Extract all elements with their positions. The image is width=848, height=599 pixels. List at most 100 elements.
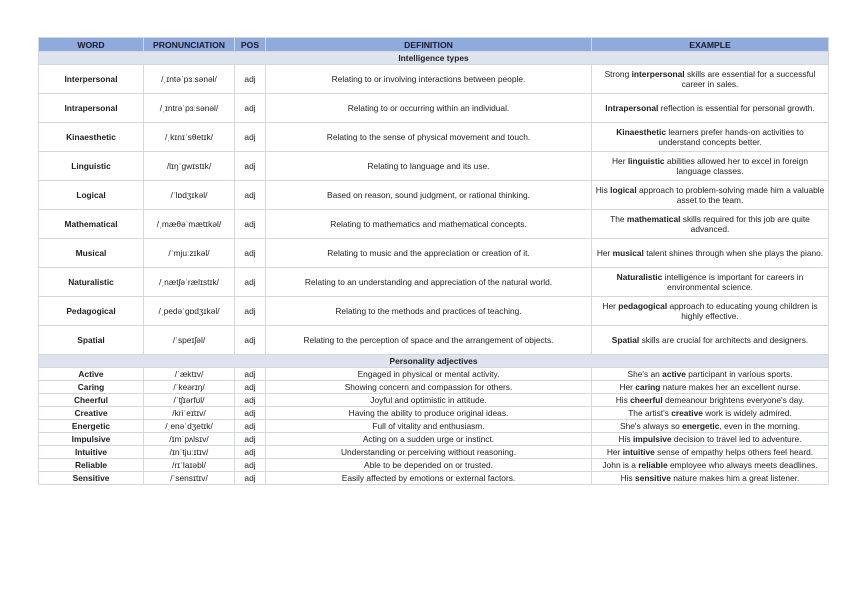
- example-text: skills required for this job are quite a…: [680, 214, 810, 234]
- example-text: abilities allowed her to excel in foreig…: [664, 156, 808, 176]
- example-text: approach to educating young children is …: [667, 301, 818, 321]
- example-text: His: [618, 434, 633, 444]
- pronunciation: /ˌpedəˈɡɒdʒɪkəl/: [143, 296, 235, 326]
- word-row: Spatial/ˈspeɪʃəl/adj Relating to the perc…: [38, 325, 829, 355]
- word-row: Interpersonal/ˌɪntəˈpɜːsənəl/adj Relating…: [38, 64, 829, 94]
- example-keyword: Intrapersonal: [605, 103, 659, 113]
- part-of-speech: adj: [234, 64, 266, 94]
- pronunciation: /ˈkeərɪŋ/: [143, 380, 235, 394]
- word: Intuitive: [38, 445, 144, 459]
- example-text: She's an: [627, 369, 663, 379]
- word: Interpersonal: [38, 64, 144, 94]
- example-keyword: intuitive: [622, 447, 655, 457]
- example-keyword: Naturalistic: [616, 272, 663, 282]
- example-keyword: reliable: [638, 460, 668, 470]
- word: Mathematical: [38, 209, 144, 239]
- example: The artist's creative work is widely adm…: [591, 406, 829, 420]
- example-text: work is widely admired.: [702, 408, 792, 418]
- example: Kinaesthetic learners prefer hands-on ac…: [591, 122, 829, 152]
- example-text: John is a: [602, 460, 639, 470]
- part-of-speech: adj: [234, 406, 266, 420]
- pronunciation: /ɪnˈtjuːɪtɪv/: [143, 445, 235, 459]
- word: Reliable: [38, 458, 144, 472]
- column-header: DEFINITION: [265, 37, 592, 52]
- word-row: Intrapersonal/ˌɪntrəˈpɜːsənəl/adj Relatin…: [38, 93, 829, 123]
- definition: Joyful and optimistic in attitude.: [265, 393, 592, 407]
- example-text: Her: [619, 382, 636, 392]
- definition: Engaged in physical or mental activity.: [265, 367, 592, 381]
- example-text: employee who always meets deadlines.: [667, 460, 818, 470]
- example-keyword: linguistic: [627, 156, 665, 166]
- definition: Relating to an understanding and appreci…: [265, 267, 592, 297]
- pronunciation: /ˈmjuːzɪkəl/: [143, 238, 235, 268]
- definition: Full of vitality and enthusiasm.: [265, 419, 592, 433]
- word-row: Energetic/ˌenəˈdʒetɪk/adj Full of vitalit…: [38, 419, 829, 433]
- example-text: reflection is essential for personal gro…: [658, 103, 815, 113]
- word-row: Musical/ˈmjuːzɪkəl/adj Relating to music …: [38, 238, 829, 268]
- definition: Relating to mathematics and mathematical…: [265, 209, 592, 239]
- example: John is a reliable employee who always m…: [591, 458, 829, 472]
- vocabulary-table: WORD PRONUNCIATION POS DEFINITION EXAMPLE In…: [38, 37, 829, 485]
- word: Linguistic: [38, 151, 144, 181]
- example-text: Strong: [604, 69, 632, 79]
- example-keyword: interpersonal: [631, 69, 685, 79]
- word: Naturalistic: [38, 267, 144, 297]
- example-text: decision to travel led to adventure.: [671, 434, 802, 444]
- example-text: His: [595, 185, 611, 195]
- definition: Relating to or occurring within an indiv…: [265, 93, 592, 123]
- example-text: , even in the morning.: [719, 421, 800, 431]
- word: Intrapersonal: [38, 93, 144, 123]
- example: His cheerful demeanour brightens everyon…: [591, 393, 829, 407]
- section-row: Intelligence types: [38, 51, 829, 65]
- example-keyword: cheerful: [630, 395, 663, 405]
- example: Her caring nature makes her an excellent…: [591, 380, 829, 394]
- word-row: Active/ˈæktɪv/adj Engaged in physical or …: [38, 367, 829, 381]
- part-of-speech: adj: [234, 296, 266, 326]
- word: Musical: [38, 238, 144, 268]
- example-text: learners prefer hands-on activities to u…: [658, 127, 804, 147]
- example-text: The: [610, 214, 627, 224]
- example: His impulsive decision to travel led to …: [591, 432, 829, 446]
- pronunciation: /ˌmæθəˈmætɪkəl/: [143, 209, 235, 239]
- section-title: Intelligence types: [38, 51, 829, 65]
- header-row: WORD PRONUNCIATION POS DEFINITION EXAMPLE: [38, 37, 829, 52]
- example-text: His: [615, 395, 631, 405]
- section-title: Personality adjectives: [38, 354, 829, 368]
- word-row: Linguistic/lɪŋˈɡwɪstɪk/adj Relating to la…: [38, 151, 829, 181]
- example-text: She's always so: [620, 421, 683, 431]
- column-header: EXAMPLE: [591, 37, 829, 52]
- pronunciation: /ˌnætʃəˈrælɪstɪk/: [143, 267, 235, 297]
- part-of-speech: adj: [234, 209, 266, 239]
- example-keyword: logical: [610, 185, 637, 195]
- vocabulary-table-container: WORD PRONUNCIATION POS DEFINITION EXAMPLE In…: [38, 37, 829, 485]
- pronunciation: /ɪmˈpʌlsɪv/: [143, 432, 235, 446]
- word-row: Kinaesthetic/ˌkɪnɪˈsθetɪk/adj Relating to…: [38, 122, 829, 152]
- example-text: participant in various sports.: [685, 369, 793, 379]
- example: His sensitive nature makes him a great l…: [591, 471, 829, 485]
- example-text: skills are crucial for architects and de…: [639, 335, 809, 345]
- word: Spatial: [38, 325, 144, 355]
- example: She's an active participant in various s…: [591, 367, 829, 381]
- pronunciation: /ˌɪntrəˈpɜːsənəl/: [143, 93, 235, 123]
- word: Impulsive: [38, 432, 144, 446]
- definition: Easily affected by emotions or external …: [265, 471, 592, 485]
- pronunciation: /ˈæktɪv/: [143, 367, 235, 381]
- part-of-speech: adj: [234, 458, 266, 472]
- example-text: demeanour brightens everyone's day.: [662, 395, 805, 405]
- definition: Understanding or perceiving without reas…: [265, 445, 592, 459]
- word-row: Impulsive/ɪmˈpʌlsɪv/adj Acting on a sudde…: [38, 432, 829, 446]
- example-keyword: sensitive: [635, 473, 671, 483]
- example-text: sense of empathy helps others feel heard…: [654, 447, 814, 457]
- part-of-speech: adj: [234, 93, 266, 123]
- definition: Based on reason, sound judgment, or rati…: [265, 180, 592, 210]
- example-text: approach to problem-solving made him a v…: [636, 185, 825, 205]
- definition: Relating to the sense of physical moveme…: [265, 122, 592, 152]
- example-text: nature makes her an excellent nurse.: [660, 382, 801, 392]
- part-of-speech: adj: [234, 419, 266, 433]
- example-text: Her: [602, 301, 619, 311]
- example-text: His: [620, 473, 636, 483]
- pronunciation: /ˌɪntəˈpɜːsənəl/: [143, 64, 235, 94]
- definition: Relating to or involving interactions be…: [265, 64, 592, 94]
- definition: Relating to the methods and practices of…: [265, 296, 592, 326]
- word: Caring: [38, 380, 144, 394]
